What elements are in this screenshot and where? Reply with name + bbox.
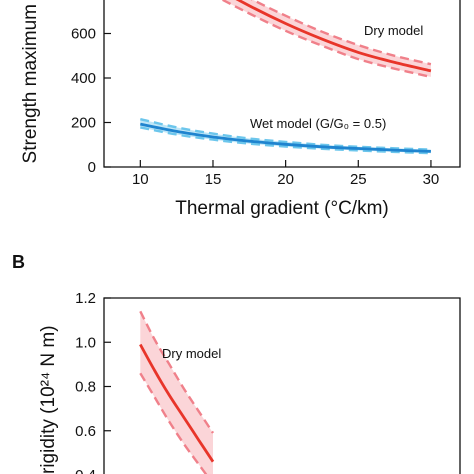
panel-a-y-axis-label: Strength maximum bbox=[20, 4, 41, 163]
panel-a: 10 15 20 25 30 0 200 400 600 Strength maximum T… bbox=[20, 0, 461, 219]
panel-b-y-tick-label: 0.6 bbox=[75, 423, 96, 440]
panel-a-x-axis-label: Thermal gradient (°C/km) bbox=[175, 198, 388, 219]
panel-a-x-tick-label: 15 bbox=[205, 171, 222, 188]
panel-a-y-tick-label: 400 bbox=[71, 70, 96, 87]
panel-a-axes bbox=[103, 0, 461, 168]
panel-a-x-tick-label: 25 bbox=[350, 171, 367, 188]
panel-b-y-tick-label: 0.8 bbox=[75, 379, 96, 396]
wet-model-line-a bbox=[140, 122, 431, 153]
dry-lower-bound-a bbox=[220, 0, 432, 79]
dry-uncertainty-band-a bbox=[222, 0, 431, 77]
panel-a-x-tick-label: 10 bbox=[132, 171, 149, 188]
wet-lower-bound-a bbox=[140, 126, 431, 155]
dry-upper-bound-a bbox=[250, 0, 432, 66]
panel-b-letter: B bbox=[12, 252, 25, 272]
dry-model-line-a bbox=[235, 0, 432, 73]
panel-b: B 0.4 0.6 0.8 1.0 1.2 rigidity (10²⁴ N m) Dr… bbox=[12, 252, 461, 474]
panel-a-x-tick-label: 30 bbox=[423, 171, 440, 188]
dry-model-label-b: Dry model bbox=[162, 346, 221, 361]
panel-b-y-tick-label: 1.0 bbox=[75, 334, 96, 351]
panel-b-y-tick-label: 0.4 bbox=[75, 467, 96, 474]
panel-b-y-tick-label: 1.2 bbox=[75, 290, 96, 307]
wet-upper-bound-a bbox=[140, 118, 431, 151]
panel-a-y-tick-label: 0 bbox=[88, 159, 96, 176]
panel-a-y-tick-label: 200 bbox=[71, 115, 96, 132]
panel-b-y-axis-label: rigidity (10²⁴ N m) bbox=[38, 325, 59, 474]
dry-upper-bound-b bbox=[139, 310, 215, 434]
dry-model-line-b bbox=[139, 343, 215, 463]
panel-a-y-tick-label: 600 bbox=[71, 26, 96, 43]
dry-model-label-a: Dry model bbox=[364, 23, 423, 38]
wet-model-label: Wet model (G/G₀ = 0.5) bbox=[250, 116, 386, 131]
panel-a-x-tick-label: 20 bbox=[277, 171, 294, 188]
